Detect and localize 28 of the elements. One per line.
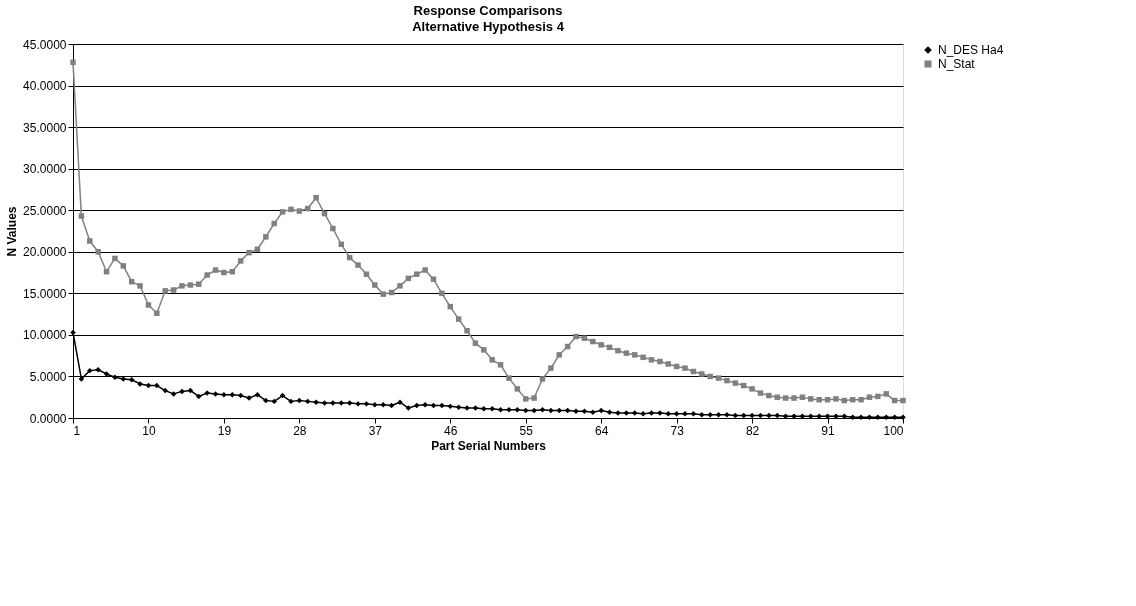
y-tick-label: 10.0000 <box>23 328 67 343</box>
legend-label: N_DES Ha4 <box>938 43 1004 57</box>
x-tick-label: 55 <box>519 423 534 438</box>
x-tick-label: 73 <box>670 423 685 438</box>
y-tick-label: 45.0000 <box>23 37 67 52</box>
y-tick-label: 20.0000 <box>23 245 67 260</box>
y-tick-label: 15.0000 <box>23 286 67 301</box>
y-tick-label: 25.0000 <box>23 203 67 218</box>
chart-title: Response Comparisons <box>413 3 563 18</box>
x-tick-label: 10 <box>142 423 156 438</box>
y-axis-title: N Values <box>5 206 20 257</box>
x-tick-label: 19 <box>217 423 232 438</box>
x-tick-label: 1 <box>73 423 81 438</box>
y-tick-label: 30.0000 <box>23 162 67 177</box>
x-tick-label: 91 <box>821 423 836 438</box>
y-tick-label: 5.0000 <box>29 369 67 384</box>
legend-label: N_Stat <box>938 57 976 71</box>
x-tick-label: 28 <box>293 423 307 438</box>
y-tick-label: 35.0000 <box>23 120 67 135</box>
x-tick-label: 64 <box>595 423 609 438</box>
x-tick-label: 46 <box>444 423 458 438</box>
chart-subtitle: Alternative Hypothesis 4 <box>412 19 565 34</box>
y-tick-label: 40.0000 <box>23 79 67 94</box>
x-tick-label: 82 <box>745 423 760 438</box>
x-axis-title: Part Serial Numbers <box>431 438 547 453</box>
y-tick-label: 0.0000 <box>29 411 67 426</box>
x-tick-label: 100 <box>883 423 904 438</box>
x-tick-label: 37 <box>368 423 383 438</box>
